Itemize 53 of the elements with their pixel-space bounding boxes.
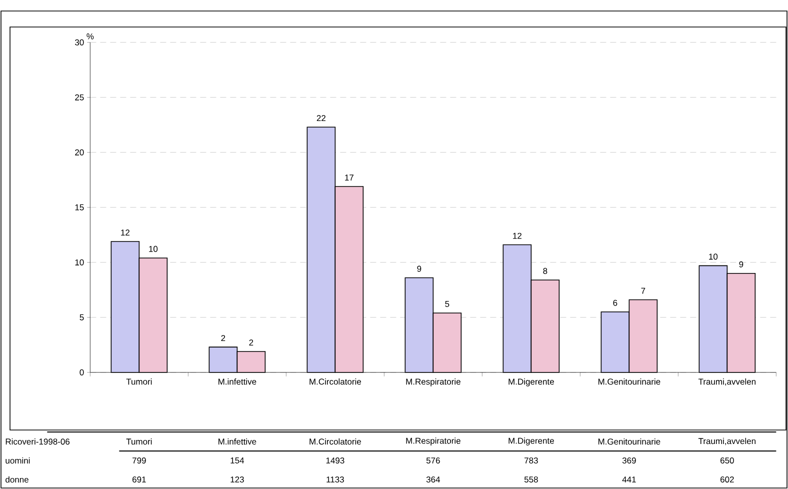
data-label: 1493: [326, 457, 344, 464]
data-label: 10: [149, 246, 158, 252]
x-tick-label: M.Respiratorie: [406, 378, 460, 386]
data-label: 2: [249, 340, 254, 346]
x-tick-label: M.Digerente: [508, 378, 554, 386]
data-label: 576: [426, 457, 440, 464]
data-label: 369: [622, 457, 636, 464]
data-label: 8: [543, 268, 548, 274]
data-label: 5: [445, 301, 450, 307]
data-label: 7: [641, 288, 646, 294]
data-label: 22: [316, 115, 326, 122]
data-label: 154: [230, 458, 244, 464]
data-label: 2: [221, 335, 226, 342]
data-label: 9: [417, 266, 422, 272]
category-label: Traumi,avvelen: [698, 438, 756, 446]
data-label: 441: [622, 476, 636, 482]
data-label: 364: [426, 476, 440, 482]
y-tick-label: 20: [75, 149, 84, 156]
x-tick-label: M.Genitourinarie: [598, 378, 660, 385]
data-label: 799: [132, 457, 146, 464]
text: Ricoveri-1998-06: [6, 438, 70, 445]
data-label: 691: [132, 476, 146, 482]
category-label: Tumori: [126, 438, 152, 445]
data-label: 1133: [326, 476, 344, 482]
category-label: M.Respiratorie: [406, 438, 460, 446]
y-tick-label: 25: [75, 94, 84, 100]
text: uomini: [6, 457, 30, 464]
category-label: M.Genitourinarie: [598, 438, 660, 445]
data-label: 12: [513, 232, 522, 239]
x-tick-label: Tumori: [126, 378, 152, 385]
data-label: 12: [121, 230, 130, 236]
x-tick-label: M.Circolatorie: [310, 378, 361, 385]
data-label: 10: [709, 254, 718, 260]
data-label: 783: [524, 457, 538, 464]
data-label: 123: [230, 476, 244, 482]
y-tick-label: 15: [75, 204, 84, 210]
data-label: 558: [524, 476, 538, 482]
data-label: 17: [345, 174, 354, 180]
data-label: 650: [720, 457, 734, 464]
data-label: 6: [613, 300, 618, 306]
data-label: 9: [739, 261, 744, 268]
category-label: M.infettive: [218, 438, 256, 445]
category-label: M.Digerente: [508, 438, 554, 446]
y-axis-title: %: [86, 33, 94, 40]
y-tick-label: 30: [75, 39, 84, 46]
x-tick-label: M.infettive: [218, 378, 256, 385]
x-tick-label: Traumi,avvelen: [698, 378, 756, 386]
y-tick-label: 10: [75, 259, 84, 266]
text: donne: [6, 476, 28, 483]
y-tick-label: 5: [80, 314, 84, 320]
data-label: 602: [720, 476, 734, 482]
y-tick-label: 0: [80, 369, 84, 376]
category-label: M.Circolatorie: [310, 438, 361, 445]
